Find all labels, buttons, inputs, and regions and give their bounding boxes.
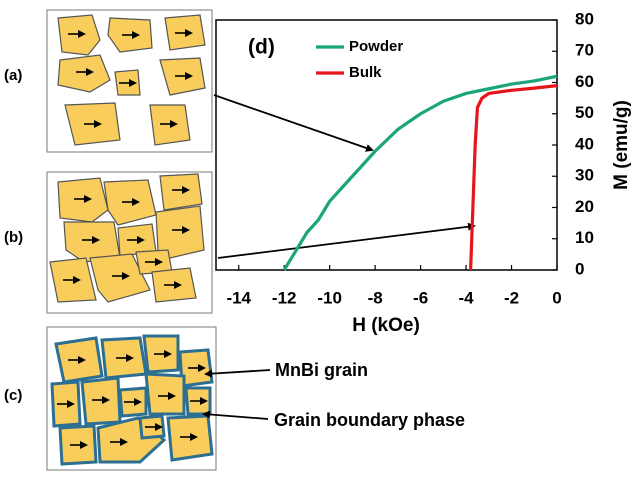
annotation: MnBi grain [275,360,368,380]
y-tick-label: 60 [575,72,594,91]
panel-label: (c) [4,387,22,404]
x-tick-label: -4 [459,288,475,307]
panel-b [46,171,213,314]
x-tick-label: -14 [226,288,251,307]
data-line [469,84,558,271]
panel-a [46,9,213,153]
panel-c [46,326,217,471]
x-tick-label: -2 [504,288,519,307]
panel-label: (b) [4,229,23,246]
y-tick-label: 0 [575,259,584,278]
x-tick-label: -8 [368,288,383,307]
legend-label: Bulk [349,64,382,81]
data-line [282,74,558,271]
legend-label: Powder [349,38,403,55]
connector [202,410,269,420]
y-tick-label: 20 [575,197,594,216]
x-tick-label: -10 [317,288,342,307]
y-axis-label: M (emu/g) [611,100,632,190]
y-tick-label: 70 [575,41,594,60]
connector [213,94,374,152]
y-tick-label: 10 [575,228,594,247]
y-tick-label: 50 [575,103,594,122]
x-axis-label: H (kOe) [352,315,420,336]
y-tick-label: 40 [575,134,594,153]
y-tick-label: 30 [575,166,594,185]
x-tick-label: 0 [552,288,561,307]
x-tick-label: -12 [272,288,297,307]
panel-label: (d) [248,36,275,59]
panel-label: (a) [4,67,22,84]
x-tick-label: -6 [413,288,428,307]
annotation: Grain boundary phase [274,410,465,430]
connector [204,369,271,378]
y-tick-label: 80 [575,9,594,28]
connector [217,222,476,259]
